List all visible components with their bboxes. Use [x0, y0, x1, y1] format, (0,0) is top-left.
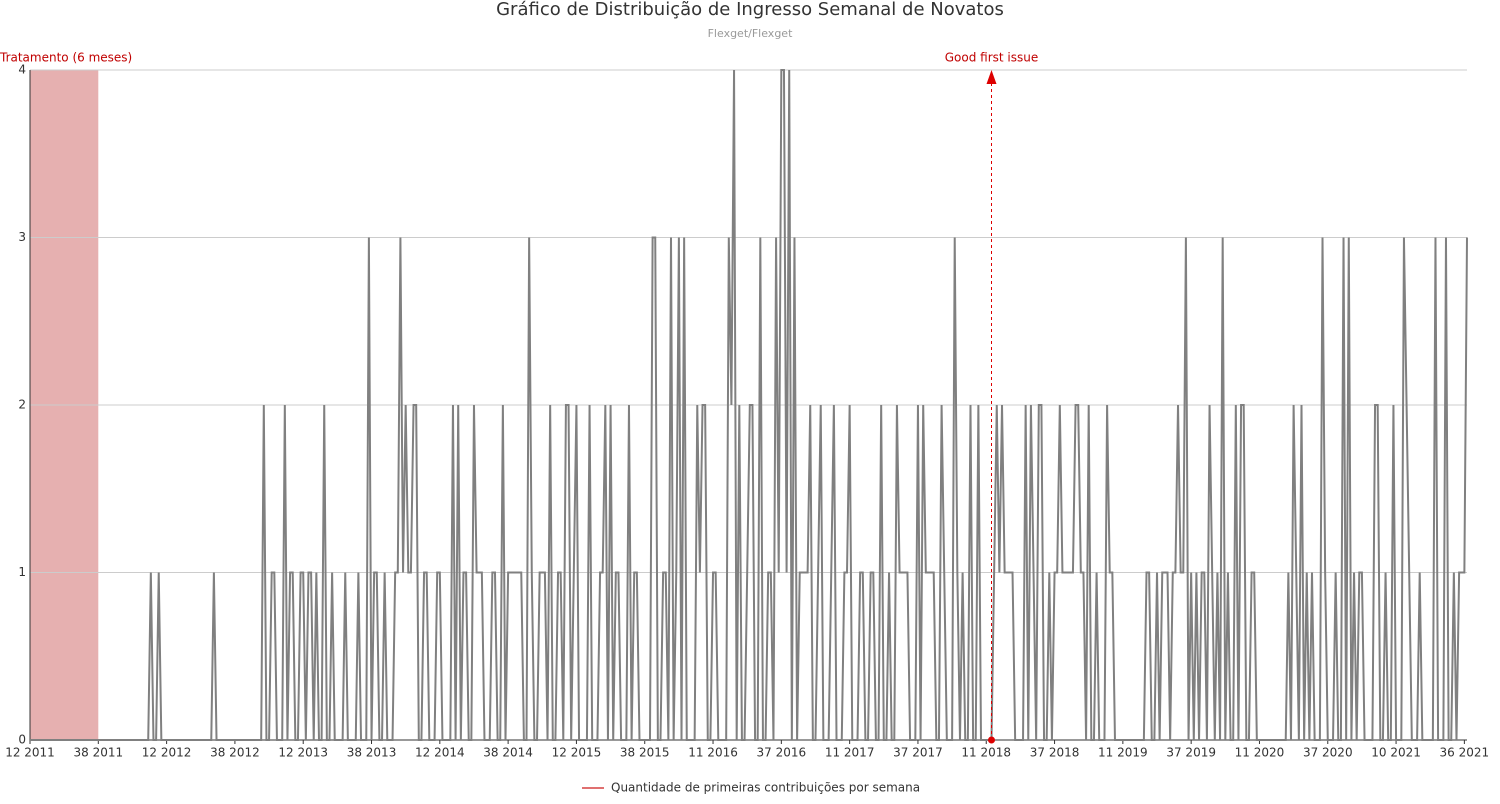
x-tick-label: 38 2015	[620, 746, 670, 760]
event-label: Good first issue	[945, 51, 1039, 65]
x-tick-label: 11 2020	[1235, 746, 1285, 760]
chart-title: Gráfico de Distribuição de Ingresso Sema…	[496, 0, 1004, 20]
x-tick-label: 37 2017	[893, 746, 943, 760]
x-tick-label: 37 2020	[1303, 746, 1353, 760]
chart-subtitle: Flexget/Flexget	[708, 27, 793, 40]
x-tick-label: 12 2011	[5, 746, 55, 760]
x-tick-label: 12 2012	[142, 746, 192, 760]
x-tick-label: 36 2021	[1440, 746, 1490, 760]
x-tick-label: 12 2015	[552, 746, 602, 760]
treatment-label: Tratamento (6 meses)	[0, 51, 132, 65]
x-tick-label: 38 2014	[483, 746, 533, 760]
x-tick-label: 37 2016	[757, 746, 807, 760]
x-tick-label: 11 2016	[688, 746, 738, 760]
event-arrow	[986, 70, 997, 84]
x-tick-label: 11 2019	[1098, 746, 1148, 760]
x-tick-label: 38 2011	[73, 746, 123, 760]
x-tick-label: 11 2018	[961, 746, 1011, 760]
data-line	[30, 69, 1468, 741]
x-tick-label: 12 2014	[415, 746, 465, 760]
x-tick-label: 37 2019	[1166, 746, 1216, 760]
event-dot	[988, 736, 996, 744]
x-tick-label: 38 2012	[210, 746, 260, 760]
x-tick-label: 38 2013	[347, 746, 397, 760]
x-tick-label: 10 2021	[1371, 746, 1421, 760]
x-tick-label: 12 2013	[278, 746, 328, 760]
y-tick-label: 4	[18, 63, 26, 77]
x-tick-label: 37 2018	[1030, 746, 1080, 760]
y-tick-label: 3	[18, 230, 26, 244]
legend-label: Quantidade de primeiras contribuições po…	[611, 781, 920, 795]
y-tick-label: 0	[18, 733, 26, 747]
y-tick-label: 2	[18, 398, 26, 412]
y-tick-label: 1	[18, 565, 26, 579]
x-tick-label: 11 2017	[825, 746, 875, 760]
